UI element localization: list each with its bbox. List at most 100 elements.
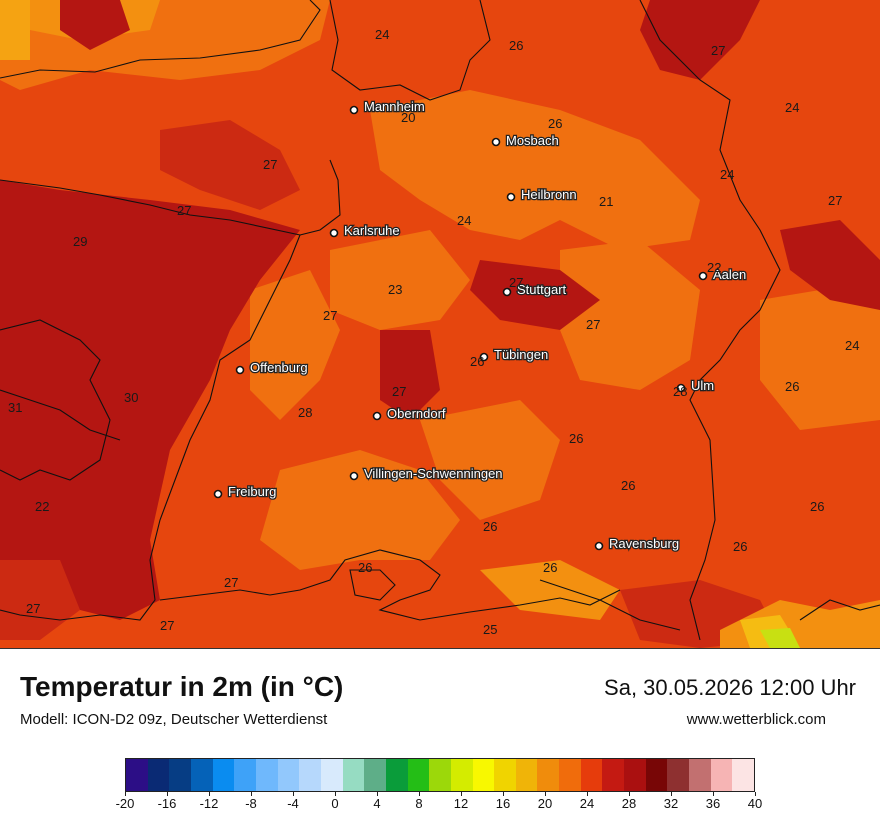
temp-value: 29 <box>73 234 87 249</box>
temperature-map: Mannheim Mosbach Heilbronn Karlsruhe Stu… <box>0 0 880 648</box>
temp-value: 24 <box>720 167 734 182</box>
temp-value: 26 <box>569 431 583 446</box>
city-label-freiburg: Freiburg <box>228 484 276 499</box>
temp-value: 27 <box>177 203 191 218</box>
legend-swatch <box>732 759 755 791</box>
legend-swatch <box>645 759 668 791</box>
temp-value: 26 <box>470 354 484 369</box>
city-marker-ravensburg[interactable]: Ravensburg <box>594 535 680 552</box>
temp-value: 31 <box>8 400 22 415</box>
temp-value: 27 <box>160 618 174 633</box>
legend-tick-mark <box>545 792 546 796</box>
legend-swatch <box>710 759 733 791</box>
legend-swatch <box>515 759 538 791</box>
temp-value: 26 <box>621 478 635 493</box>
legend-swatch <box>320 759 343 791</box>
legend-swatch <box>472 759 495 791</box>
city-label-aalen: Aalen <box>713 267 746 282</box>
legend-swatch <box>429 759 451 791</box>
temp-value: 26 <box>358 560 372 575</box>
legend-tick-mark <box>713 792 714 796</box>
temp-value: 26 <box>810 499 824 514</box>
legend-tick-label: 20 <box>537 796 553 811</box>
legend-tick-mark <box>629 792 630 796</box>
city-marker-oberndorf[interactable]: Oberndorf <box>372 405 447 422</box>
legend-swatch <box>126 759 148 791</box>
city-marker-heilbronn[interactable]: Heilbronn <box>506 186 578 203</box>
alpine-areas <box>720 600 880 648</box>
temp-value: 27 <box>392 384 406 399</box>
temp-value: 23 <box>388 282 402 297</box>
city-marker-tuebingen[interactable]: Tübingen <box>479 346 550 363</box>
temp-value: 27 <box>586 317 600 332</box>
city-marker-stuttgart[interactable]: Stuttgart <box>502 281 568 298</box>
legend-tick-mark <box>419 792 420 796</box>
legend-tick-mark <box>335 792 336 796</box>
temp-value: 27 <box>711 43 725 58</box>
legend-tick-label: 4 <box>373 796 381 811</box>
legend-tick-label: 36 <box>705 796 721 811</box>
legend-tick-label: 32 <box>663 796 679 811</box>
city-marker-mosbach[interactable]: Mosbach <box>491 132 560 149</box>
legend-tick-mark <box>167 792 168 796</box>
city-markers: Mannheim Mosbach Heilbronn Karlsruhe Stu… <box>213 98 748 552</box>
city-label-mannheim: Mannheim <box>364 99 425 114</box>
city-label-offenburg: Offenburg <box>250 360 308 375</box>
city-label-villingen-schwenningen: Villingen-Schwenningen <box>364 466 503 481</box>
legend-tick-mark <box>293 792 294 796</box>
legend-swatch <box>385 759 408 791</box>
legend-tick-label: -20 <box>115 796 135 811</box>
legend-swatch <box>580 759 603 791</box>
legend-swatch <box>147 759 170 791</box>
legend-swatch <box>364 759 386 791</box>
temp-value: 24 <box>785 100 799 115</box>
legend-tick-mark <box>377 792 378 796</box>
temp-value: 26 <box>733 539 747 554</box>
city-label-stuttgart: Stuttgart <box>517 282 567 297</box>
temp-value: 21 <box>599 194 613 209</box>
legend-swatch <box>212 759 235 791</box>
legend-swatch <box>190 759 213 791</box>
temp-value: 22 <box>707 260 721 275</box>
website-link[interactable]: www.wetterblick.com <box>686 711 826 728</box>
city-marker-aalen[interactable]: Aalen <box>698 266 748 283</box>
legend-tick-label: -4 <box>287 796 299 811</box>
map-title: Temperatur in 2m (in °C) <box>20 671 344 702</box>
map-footer: Temperatur in 2m (in °C) Modell: ICON-D2… <box>0 648 880 831</box>
legend-swatch <box>689 759 711 791</box>
legend-tick-label: 0 <box>331 796 339 811</box>
temp-value: 28 <box>673 384 687 399</box>
temp-value: 26 <box>509 38 523 53</box>
city-marker-offenburg[interactable]: Offenburg <box>235 359 309 376</box>
legend-tick-label: -16 <box>157 796 177 811</box>
legend-tick-label: 12 <box>453 796 469 811</box>
temp-value: 26 <box>785 379 799 394</box>
city-marker-freiburg[interactable]: Freiburg <box>213 483 278 500</box>
legend-swatch <box>277 759 300 791</box>
temp-value: 24 <box>375 27 389 42</box>
city-label-karlsruhe: Karlsruhe <box>344 223 400 238</box>
temp-value: 22 <box>35 499 49 514</box>
legend-tick-mark <box>587 792 588 796</box>
city-label-ulm: Ulm <box>691 378 714 393</box>
legend-swatch <box>667 759 690 791</box>
temp-value: 27 <box>323 308 337 323</box>
city-label-tuebingen: Tübingen <box>494 347 548 362</box>
temp-value: 27 <box>509 275 523 290</box>
city-marker-mannheim[interactable]: Mannheim <box>349 98 426 115</box>
warm-areas <box>0 0 880 620</box>
city-marker-ulm[interactable]: Ulm <box>676 377 715 394</box>
temp-value: 30 <box>124 390 138 405</box>
city-marker-villingen[interactable]: Villingen-Schwenningen <box>349 465 504 482</box>
legend-swatch <box>234 759 256 791</box>
legend-ticks: -20 -16 -12 -8 -4 0 4 8 12 16 20 24 28 32 36 40 <box>116 792 762 814</box>
temp-value: 27 <box>26 601 40 616</box>
legend-tick-mark <box>503 792 504 796</box>
legend-tick-label: 28 <box>621 796 637 811</box>
legend-tick-mark <box>671 792 672 796</box>
city-label-mosbach: Mosbach <box>506 133 559 148</box>
city-marker-karlsruhe[interactable]: Karlsruhe <box>329 222 401 239</box>
temp-value: 20 <box>401 110 415 125</box>
legend-tick-mark <box>209 792 210 796</box>
legend-tick-mark <box>251 792 252 796</box>
